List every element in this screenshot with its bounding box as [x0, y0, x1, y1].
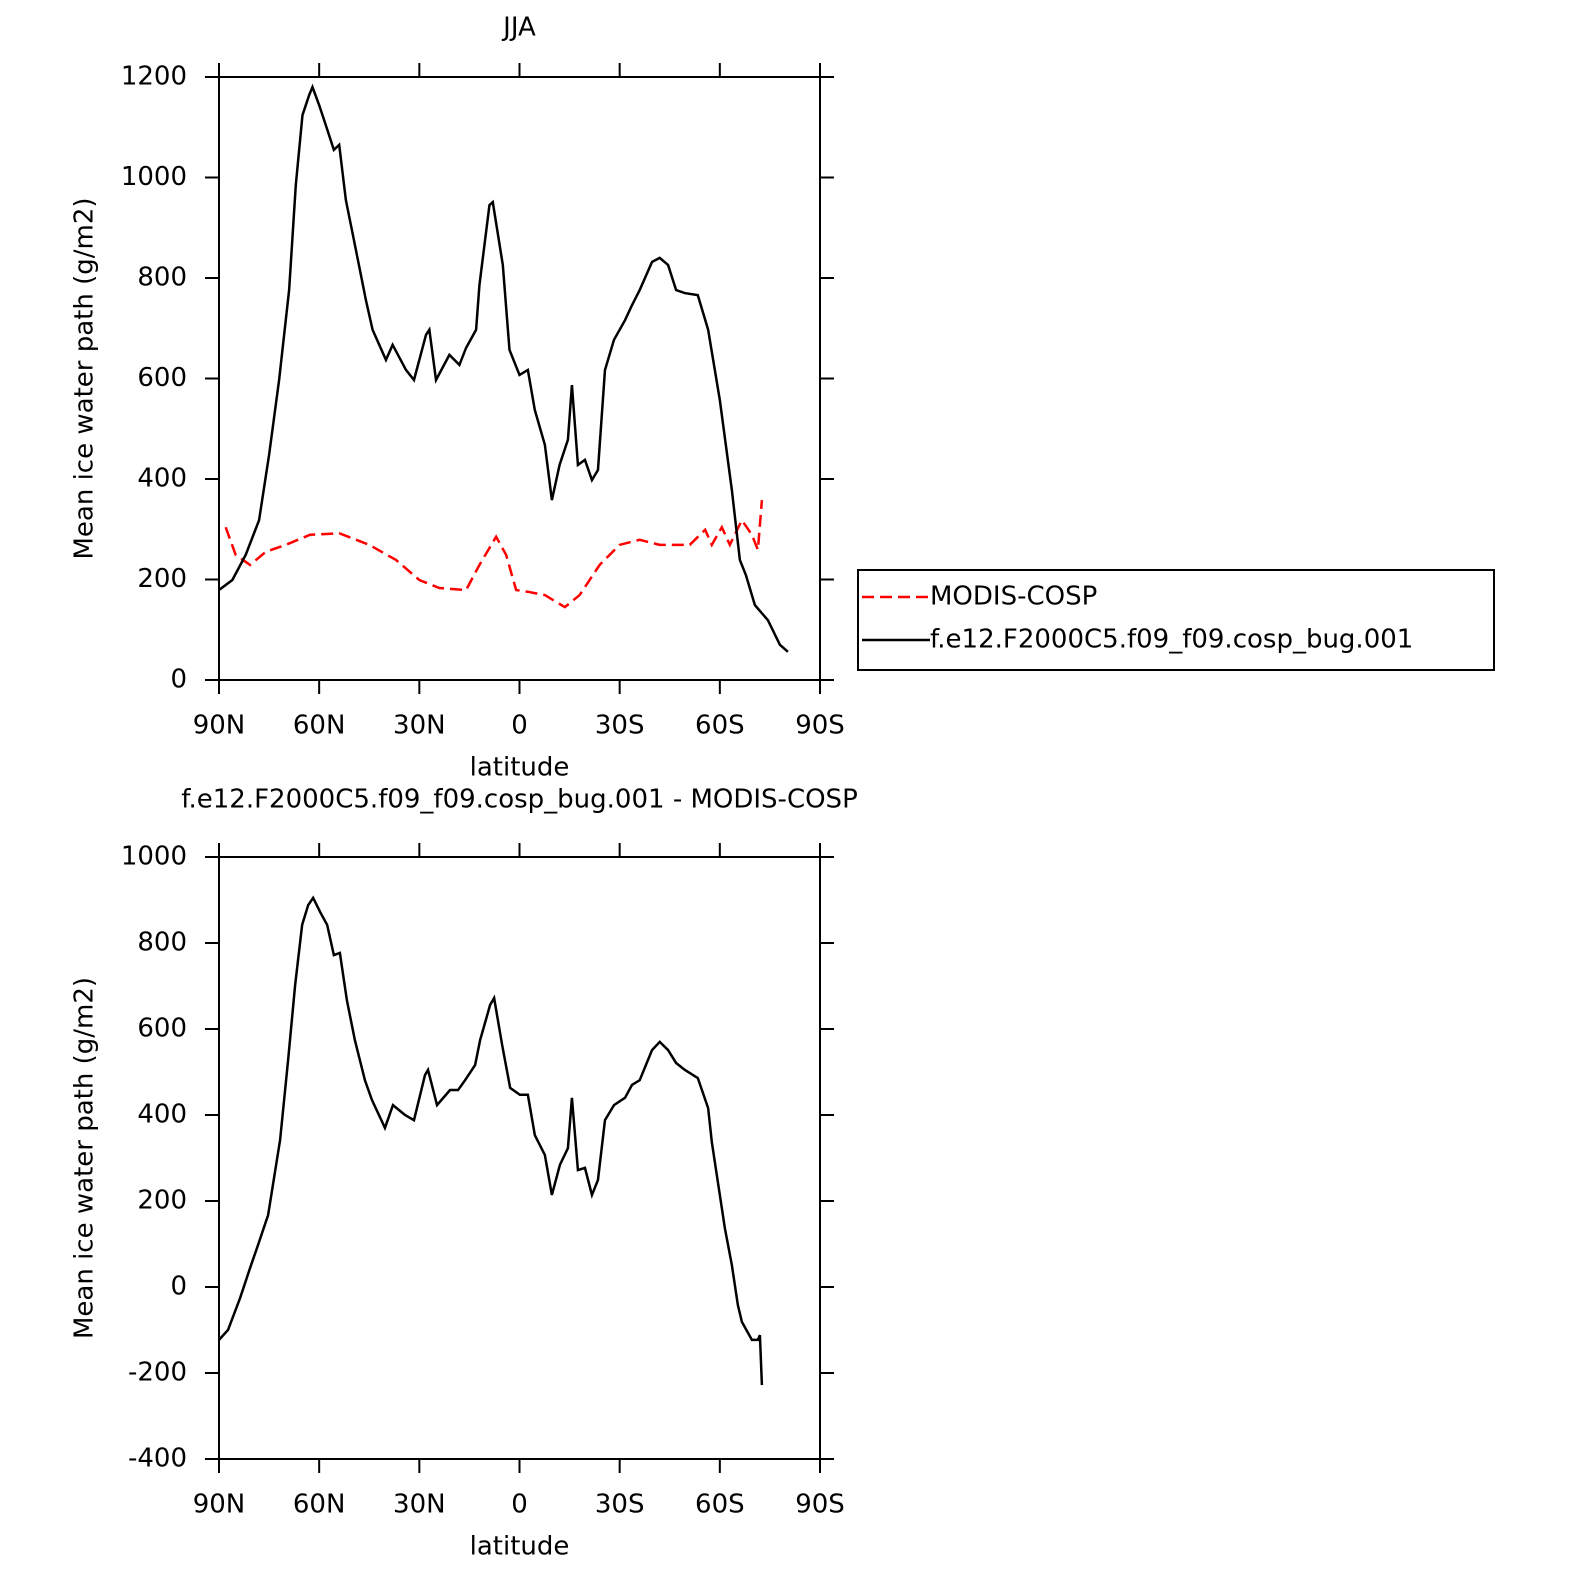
- x-tick-label: 90S: [795, 1490, 845, 1520]
- data-line: [218, 895, 764, 1386]
- x-tick-label: 30S: [595, 711, 645, 741]
- data-line: [218, 83, 789, 653]
- x-tick-label: 90N: [193, 1490, 246, 1520]
- plot-frame: [218, 856, 821, 1460]
- x-tick-label: 30N: [393, 1490, 446, 1520]
- x-tick-label: 60N: [293, 1490, 346, 1520]
- y-tick-label: 600: [137, 363, 187, 393]
- y-tick-label: 800: [137, 263, 187, 293]
- y-tick-label: 400: [137, 464, 187, 494]
- y-tick-label: 1000: [121, 162, 187, 192]
- x-tick-label: 60S: [695, 1490, 745, 1520]
- y-tick-label: -400: [128, 1444, 187, 1474]
- chart-title: JJA: [501, 13, 536, 43]
- y-tick-label: 800: [137, 928, 187, 958]
- y-tick-label: 200: [137, 564, 187, 594]
- x-tick-label: 0: [511, 711, 528, 741]
- x-tick-label: 30S: [595, 1490, 645, 1520]
- y-axis-label: Mean ice water path (g/m2): [70, 197, 100, 559]
- y-axis-label: Mean ice water path (g/m2): [70, 977, 100, 1339]
- y-tick-label: -200: [128, 1358, 187, 1388]
- x-axis-label: latitude: [470, 753, 570, 783]
- data-line: [224, 500, 764, 609]
- y-tick-label: 600: [137, 1014, 187, 1044]
- x-tick-label: 60N: [293, 711, 346, 741]
- x-tick-label: 30N: [393, 711, 446, 741]
- y-tick-label: 400: [137, 1100, 187, 1130]
- chart-title: f.e12.F2000C5.f09_f09.cosp_bug.001 - MOD…: [181, 785, 858, 815]
- legend-label: MODIS-COSP: [930, 582, 1097, 612]
- x-tick-label: 60S: [695, 711, 745, 741]
- y-tick-label: 0: [170, 665, 187, 695]
- y-tick-label: 1000: [121, 842, 187, 872]
- legend-box: [857, 569, 1495, 671]
- y-tick-label: 1200: [121, 62, 187, 92]
- y-tick-label: 0: [170, 1272, 187, 1302]
- y-tick-label: 200: [137, 1186, 187, 1216]
- x-tick-label: 90N: [193, 711, 246, 741]
- legend-label: f.e12.F2000C5.f09_f09.cosp_bug.001: [930, 625, 1413, 655]
- x-axis-label: latitude: [470, 1532, 570, 1562]
- x-tick-label: 90S: [795, 711, 845, 741]
- x-tick-label: 0: [511, 1490, 528, 1520]
